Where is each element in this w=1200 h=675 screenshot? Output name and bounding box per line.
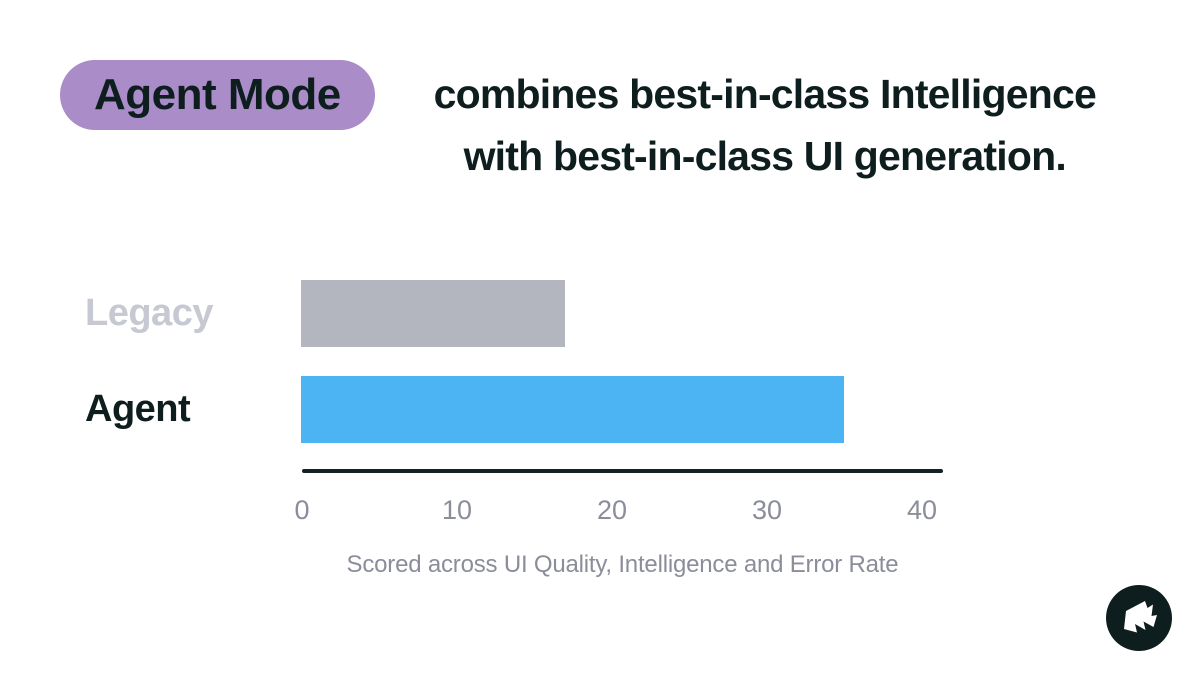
bar-agent <box>301 376 844 443</box>
x-tick-10: 10 <box>441 495 473 525</box>
bar-label-agent: Agent <box>85 388 191 430</box>
x-axis-ticks: 0 10 20 30 40 <box>294 495 943 525</box>
bar-legacy <box>301 280 565 347</box>
x-axis-line <box>302 469 943 473</box>
x-tick-40: 40 <box>906 495 938 525</box>
brand-logo-icon <box>1106 585 1172 651</box>
chart-caption: Scored across UI Quality, Intelligence a… <box>346 551 899 578</box>
bar-row-legacy: Legacy <box>0 280 1200 347</box>
bar-row-agent: Agent <box>0 376 1200 443</box>
header: Agent Mode combines best-in-class Intell… <box>60 60 1135 187</box>
bar-label-legacy: Legacy <box>85 292 213 334</box>
title-line-2: with best-in-class UI generation. <box>463 133 1067 179</box>
x-tick-30: 30 <box>751 495 783 525</box>
x-tick-0: 0 <box>294 495 310 525</box>
title-line-1: combines best-in-class Intelligence <box>433 71 1097 117</box>
page-title: combines best-in-class Intelligence with… <box>395 63 1135 187</box>
agent-mode-badge: Agent Mode <box>60 60 375 130</box>
x-tick-20: 20 <box>596 495 628 525</box>
